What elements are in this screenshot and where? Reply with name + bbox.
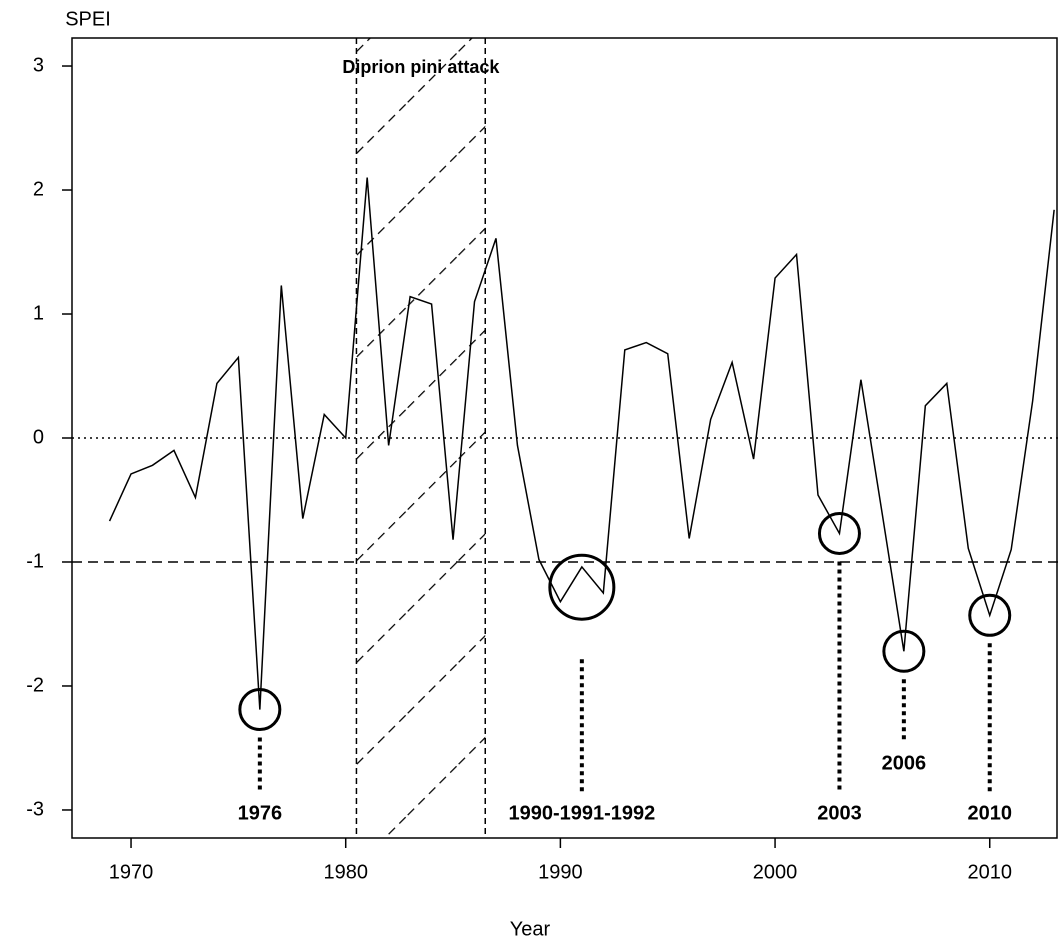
highlight-circle — [968, 593, 1012, 637]
x-tick-label: 2010 — [967, 861, 1012, 883]
y-tick-label: -1 — [26, 550, 44, 572]
x-axis-label: Year — [510, 918, 551, 940]
x-tick-label: 2000 — [753, 861, 798, 883]
y-tick-label: 3 — [33, 54, 44, 76]
y-tick-label: 2 — [33, 178, 44, 200]
y-tick-label: -2 — [26, 674, 44, 696]
y-axis-label: SPEI — [65, 8, 111, 30]
y-tick-label: 0 — [33, 426, 44, 448]
x-tick-label: 1980 — [323, 861, 368, 883]
annotation-label: 2006 — [882, 753, 927, 775]
region-label: Diprion pini attack — [342, 57, 500, 77]
annotation-label: 1990-1991-1992 — [508, 802, 655, 824]
x-tick-label: 1990 — [538, 861, 583, 883]
highlight-circle — [882, 629, 926, 673]
annotation-label: 2003 — [817, 802, 862, 824]
y-tick-label: -3 — [26, 798, 44, 820]
annotation-label: 1976 — [238, 802, 283, 824]
highlight-circle — [548, 553, 616, 621]
highlight-circle — [817, 511, 861, 555]
data-line — [108, 177, 1055, 710]
highlight-circle — [238, 688, 282, 732]
y-tick-label: 1 — [33, 302, 44, 324]
annotation-label: 2010 — [967, 802, 1012, 824]
x-tick-label: 1970 — [109, 861, 154, 883]
